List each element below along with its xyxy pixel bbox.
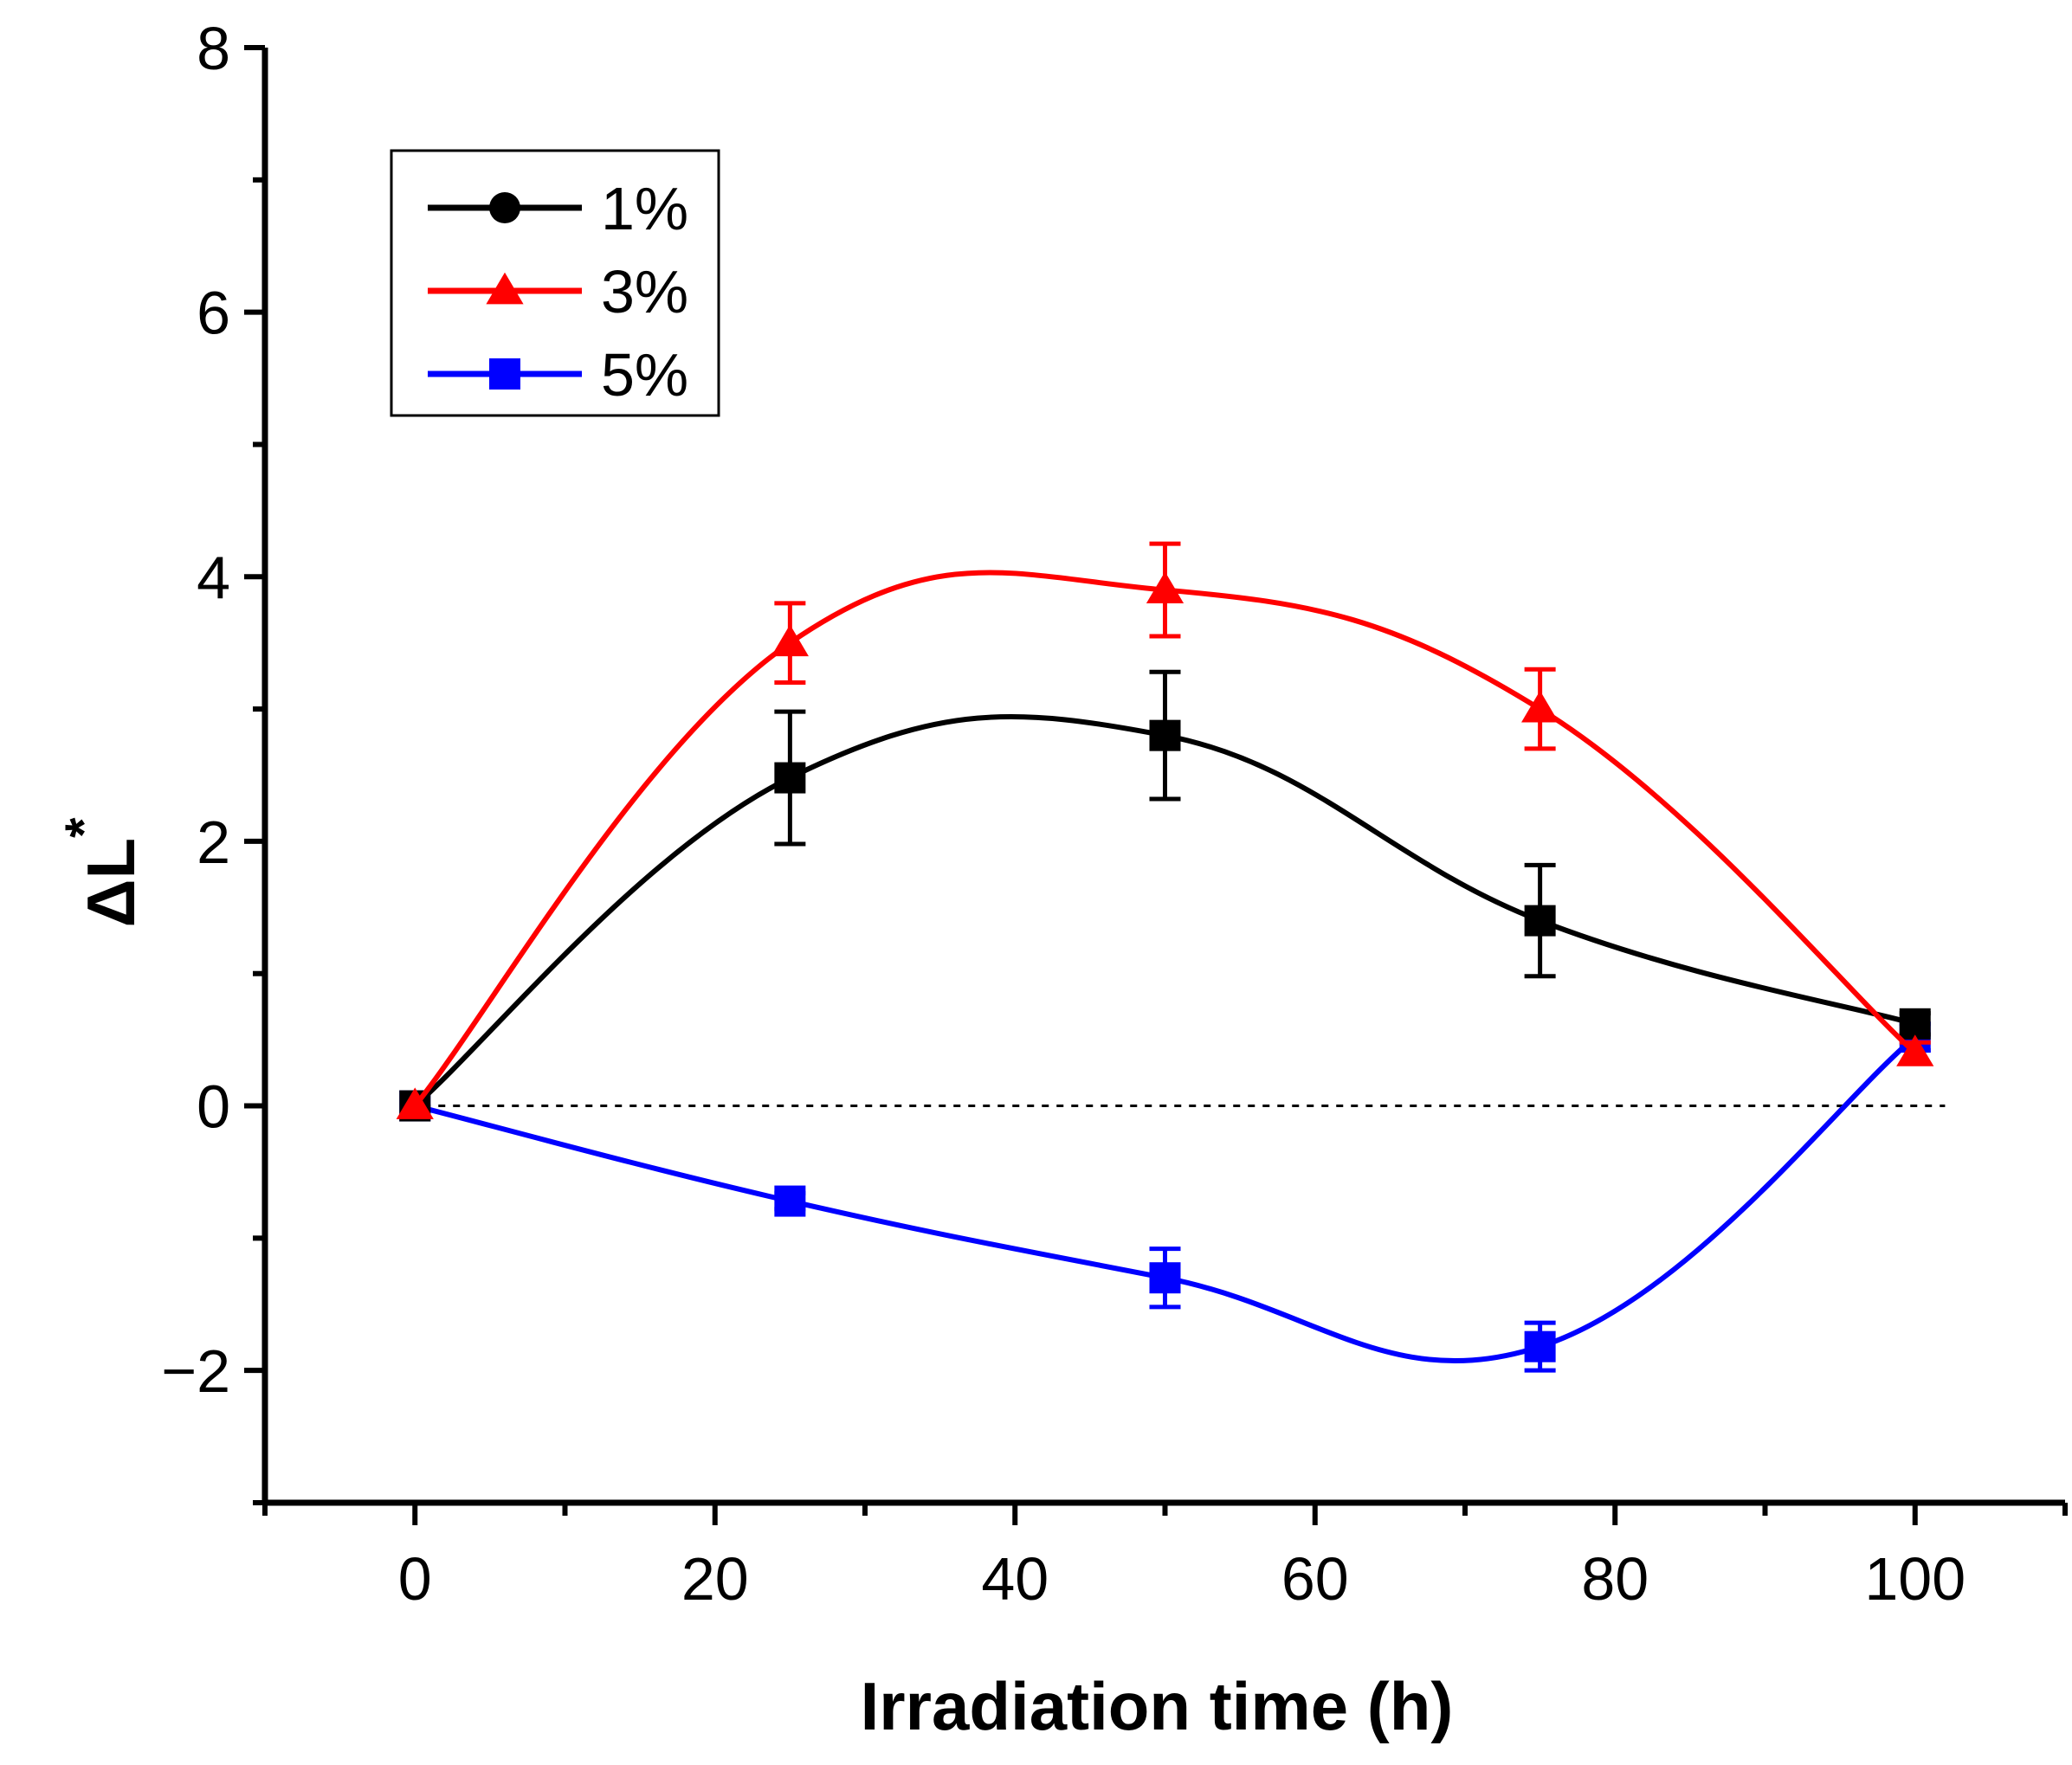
y-axis-title-superscript: * [55, 817, 113, 838]
data-point [771, 624, 809, 657]
x-tick-label: 80 [1581, 1545, 1649, 1613]
y-axis-title: ΔL* [55, 817, 149, 928]
data-point [396, 1087, 434, 1119]
data-point [1524, 905, 1556, 937]
x-tick-label: 20 [681, 1545, 749, 1613]
legend: 1% 3% 5% [390, 149, 720, 417]
series-line [414, 1034, 1917, 1363]
y-axis-title-main: ΔL [73, 838, 149, 928]
legend-item-1pct: 1% [428, 175, 688, 242]
y-tick-label: 8 [197, 15, 230, 82]
data-point [1524, 1330, 1556, 1362]
y-tick-label: −2 [161, 1337, 230, 1405]
legend-label: 1% [601, 175, 688, 242]
x-tick-label: 0 [398, 1545, 432, 1613]
x-tick-label: 40 [981, 1545, 1049, 1613]
legend-item-5pct: 5% [428, 341, 688, 409]
x-axis-title: Irradiation time (h) [861, 1668, 1454, 1744]
x-tick-label: 100 [1864, 1545, 1965, 1613]
y-tick-label: 0 [197, 1073, 230, 1141]
y-tick-label: 6 [197, 280, 230, 347]
data-point [1149, 1262, 1181, 1294]
plot-area [396, 541, 1946, 1373]
legend-marker [486, 272, 524, 305]
series-5pct [399, 1021, 1931, 1373]
data-point [1146, 571, 1184, 603]
data-point [774, 1185, 806, 1217]
y-tick-label: 2 [197, 808, 230, 876]
data-point [774, 762, 806, 794]
legend-marker [489, 192, 520, 223]
x-tick-label: 60 [1281, 1545, 1349, 1613]
series-1pct [399, 669, 1931, 1122]
series-line [412, 570, 1917, 1108]
data-point [1896, 1034, 1934, 1066]
data-point [1149, 719, 1181, 751]
y-tick-label: 4 [197, 544, 230, 611]
data-point [1521, 690, 1559, 723]
legend-label: 5% [601, 341, 688, 409]
series-3pct [396, 541, 1934, 1119]
svg-text:ΔL*: ΔL* [55, 817, 149, 928]
legend-item-3pct: 3% [428, 258, 688, 325]
legend-marker [489, 358, 520, 390]
data-point [1899, 1008, 1931, 1040]
legend-label: 3% [601, 258, 688, 325]
